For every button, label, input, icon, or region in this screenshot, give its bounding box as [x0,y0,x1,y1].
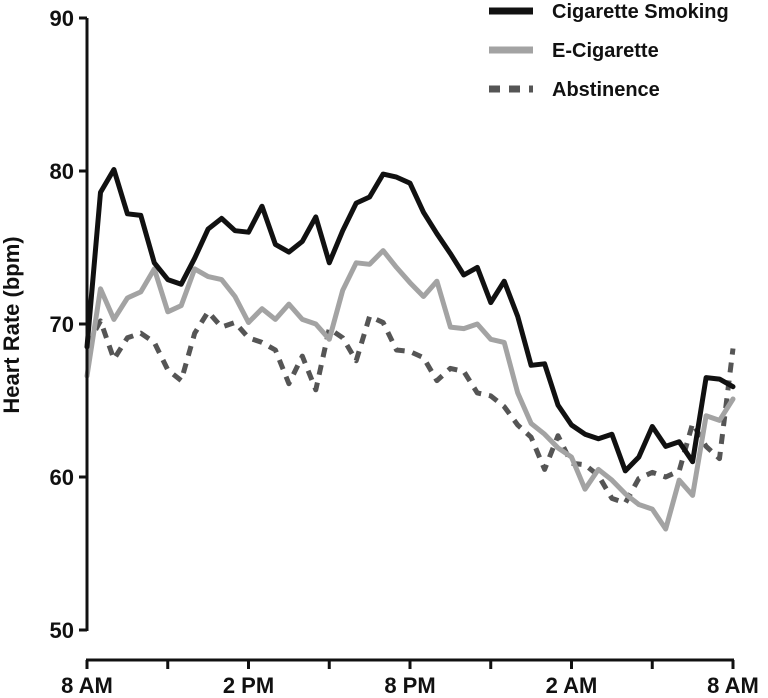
y-axis: 50 60 70 80 90 [50,6,89,643]
legend-label: Cigarette Smoking [552,1,729,23]
series-line-e-cigarette [84,248,736,532]
legend: Cigarette Smoking E-Cigarette Abstinence [489,1,729,101]
y-tick-label: 50 [50,618,74,643]
x-axis: 8 AM 2 PM 8 PM 2 AM 8 AM [61,658,759,698]
x-tick-label: 8 PM [384,673,435,698]
x-tick-label: 8 AM [707,673,759,698]
y-axis-title: Heart Rate (bpm) [0,236,24,413]
y-tick-label: 60 [50,465,74,490]
series-line-cigarette-smoking [84,167,736,474]
legend-label: Abstinence [552,79,660,101]
x-tick-label: 8 AM [61,673,113,698]
legend-label: E-Cigarette [552,40,659,62]
y-tick-label: 80 [50,159,74,184]
y-tick-label: 90 [50,6,74,31]
series-layer [84,167,736,532]
x-tick-label: 2 PM [223,673,274,698]
series-line-abstinence [84,309,736,506]
y-tick-label: 70 [50,312,74,337]
x-tick-label: 2 AM [546,673,598,698]
